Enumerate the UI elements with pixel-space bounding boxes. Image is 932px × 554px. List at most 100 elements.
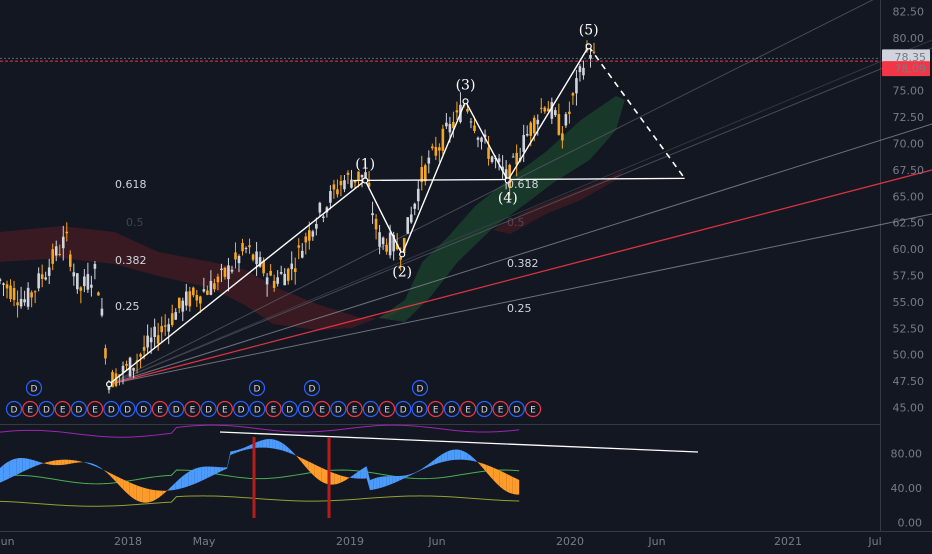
oscillator-fill-bearish (61, 459, 65, 465)
candle-body (304, 236, 308, 243)
candle-body (431, 146, 434, 149)
dividend-marker-circle (476, 400, 493, 418)
neckline (353, 177, 685, 182)
dividend-marker[interactable]: D (135, 400, 152, 418)
candle-body (262, 260, 265, 274)
oscillator-fill-bearish (146, 488, 150, 503)
oscillator-fill-bullish (25, 458, 30, 471)
earnings-marker[interactable]: E (346, 400, 363, 418)
candle-body (111, 371, 114, 388)
oscillator-fill-bullish (97, 465, 101, 469)
oscillator-fill-bearish (45, 461, 49, 465)
oscillator-fill-bullish (266, 439, 270, 448)
earnings-marker-letter: E (157, 406, 163, 416)
candle-body (332, 184, 336, 190)
dividend-marker[interactable]: D (508, 400, 525, 418)
candle-body (522, 135, 526, 152)
oscillator-fill-bullish (220, 467, 224, 472)
candle-body (86, 274, 90, 290)
dividend-marker[interactable]: D (362, 400, 379, 418)
dividend-marker[interactable]: D (232, 400, 250, 418)
candle-body (350, 179, 353, 188)
oscillator-fill-bearish (298, 456, 302, 463)
oscillator-fill-bearish (113, 474, 117, 483)
dividend-marker[interactable]: D (303, 379, 321, 397)
dividend-marker[interactable]: D (395, 400, 412, 418)
earnings-marker[interactable]: E (54, 400, 71, 418)
dividend-marker[interactable]: D (297, 400, 315, 418)
candle-body (367, 182, 371, 187)
candle-body (557, 114, 561, 135)
oscillator-fill-bearish (64, 459, 69, 465)
oscillator-fill-bullish (373, 477, 377, 490)
dividend-marker[interactable]: D (330, 400, 347, 418)
dividend-marker-circle (281, 400, 298, 418)
oscillator-fill-bearish (120, 477, 124, 490)
candle-body (339, 180, 343, 186)
dividend-marker[interactable]: D (119, 400, 136, 418)
oscillator-fill-bearish (107, 471, 111, 477)
dividend-marker[interactable]: D (168, 400, 185, 418)
dividend-marker-circle (297, 400, 315, 418)
earnings-marker[interactable]: E (378, 400, 396, 418)
earnings-marker[interactable]: E (151, 400, 169, 418)
candle-body (202, 289, 206, 292)
earnings-marker[interactable]: E (314, 400, 331, 418)
time-tick-label: Jun (0, 535, 15, 548)
oscillator-fill-bullish (451, 449, 455, 461)
earnings-marker[interactable]: E (265, 400, 282, 418)
dividend-marker[interactable]: D (200, 400, 217, 418)
candle-body (438, 147, 441, 151)
dividend-marker[interactable]: D (411, 379, 429, 397)
oscillator-fill-bearish (123, 479, 127, 493)
dividend-marker[interactable]: D (5, 400, 23, 418)
dividend-marker[interactable]: D (248, 379, 266, 397)
earnings-marker-circle (265, 400, 282, 418)
oscillator-fill-bullish (292, 451, 296, 456)
earnings-marker[interactable]: E (86, 400, 104, 418)
earnings-marker[interactable]: E (492, 400, 509, 418)
oscillator-fill-bullish (201, 466, 205, 481)
candle-body (420, 167, 424, 183)
oscillator-fill-bullish (6, 460, 10, 480)
candle-body (174, 312, 178, 320)
candle-body (539, 107, 543, 109)
candle-body (490, 156, 494, 162)
dividend-marker[interactable]: D (281, 400, 298, 418)
earnings-marker[interactable]: E (216, 400, 233, 418)
earnings-marker[interactable]: E (22, 400, 39, 418)
candle-body (536, 119, 540, 125)
dividend-marker[interactable]: D (70, 400, 87, 418)
time-tick-label: 2020 (556, 535, 584, 548)
wave-label: (4) (498, 190, 518, 206)
oscillator-fill-bearish (116, 476, 121, 487)
dividend-marker-letter: D (205, 406, 212, 416)
earnings-marker-letter: E (271, 406, 277, 416)
dividend-marker[interactable]: D (25, 379, 43, 397)
candle-body (360, 174, 364, 178)
price-tag-current: 78.09 (895, 63, 927, 76)
candle-body (79, 287, 83, 291)
dividend-marker[interactable]: D (249, 400, 266, 418)
oscillator-fill-bearish (42, 462, 46, 464)
earnings-marker[interactable]: E (184, 400, 201, 418)
candle-body (487, 147, 490, 159)
oscillator-fill-bullish (288, 448, 293, 454)
candle-body (445, 122, 448, 127)
dividend-marker[interactable]: D (103, 400, 120, 418)
dividend-marker[interactable]: D (476, 400, 493, 418)
dividend-marker[interactable]: D (411, 400, 428, 418)
dividend-marker-circle (25, 379, 43, 397)
oscillator-fill-bullish (444, 451, 448, 462)
dividend-marker[interactable]: D (443, 400, 461, 418)
candle-body (160, 326, 163, 333)
dividend-marker[interactable]: D (38, 400, 55, 418)
oscillator-fill-bullish (262, 439, 267, 448)
earnings-marker[interactable]: E (524, 400, 542, 418)
earnings-marker[interactable]: E (460, 400, 477, 418)
oscillator-fill-bullish (473, 458, 478, 462)
dividend-marker-letter: D (416, 406, 423, 416)
earnings-marker[interactable]: E (427, 400, 444, 418)
